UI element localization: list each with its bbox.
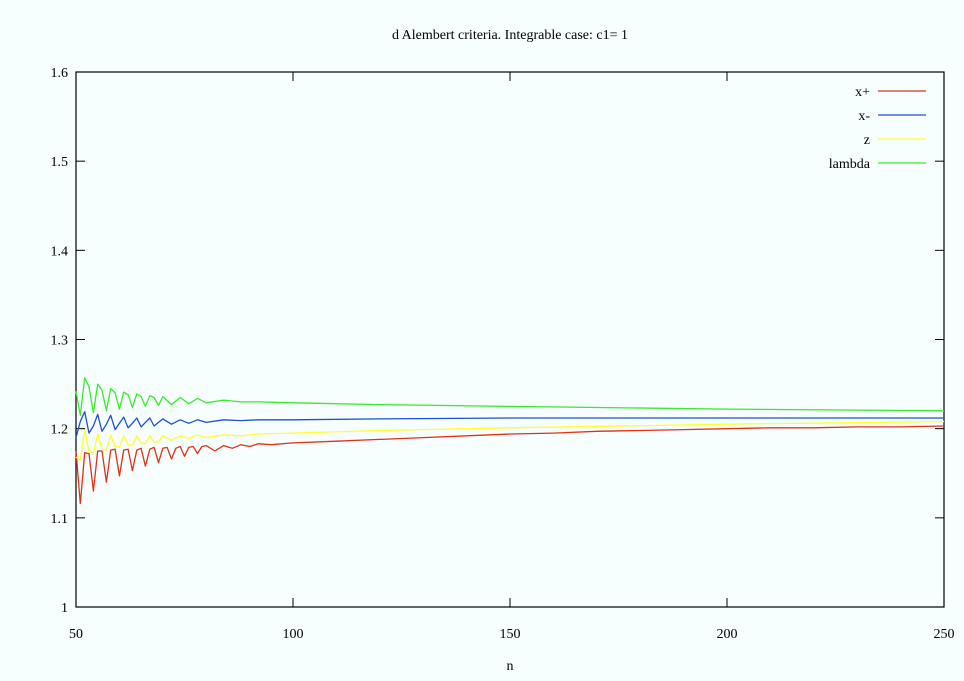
- y-tick-label: 1.5: [51, 155, 69, 170]
- chart-title: d Alembert criteria. Integrable case: c1…: [392, 28, 628, 43]
- x-axis-label: n: [507, 659, 514, 674]
- y-tick-label: 1: [61, 601, 68, 616]
- x-tick-label: 50: [69, 627, 83, 642]
- y-tick-label: 1.2: [51, 423, 69, 438]
- legend: x+ x-z lambda: [829, 85, 926, 172]
- y-tick-label: 1.6: [51, 66, 69, 81]
- axes: 50 100 150 200 250 1 1.1 1.2 1.3 1.4 1.5 1.6: [51, 66, 955, 642]
- y-tick-label: 1.4: [51, 244, 69, 259]
- legend-label: z: [864, 133, 870, 148]
- legend-label: x-: [858, 109, 870, 124]
- x-tick-label: 250: [934, 627, 955, 642]
- x-tick-label: 100: [283, 627, 304, 642]
- series-line-x+: [75, 425, 945, 505]
- x-tick-label: 200: [717, 627, 738, 642]
- legend-label: x+: [855, 85, 870, 100]
- series-line-lambda: [75, 377, 945, 416]
- legend-label: lambda: [829, 157, 871, 172]
- y-tick-label: 1.3: [51, 334, 69, 349]
- series-lines: [75, 377, 945, 505]
- series-line-z: [75, 420, 945, 461]
- y-tick-label: 1.1: [51, 512, 69, 527]
- series-line-x-: [75, 411, 944, 438]
- x-tick-label: 150: [500, 627, 521, 642]
